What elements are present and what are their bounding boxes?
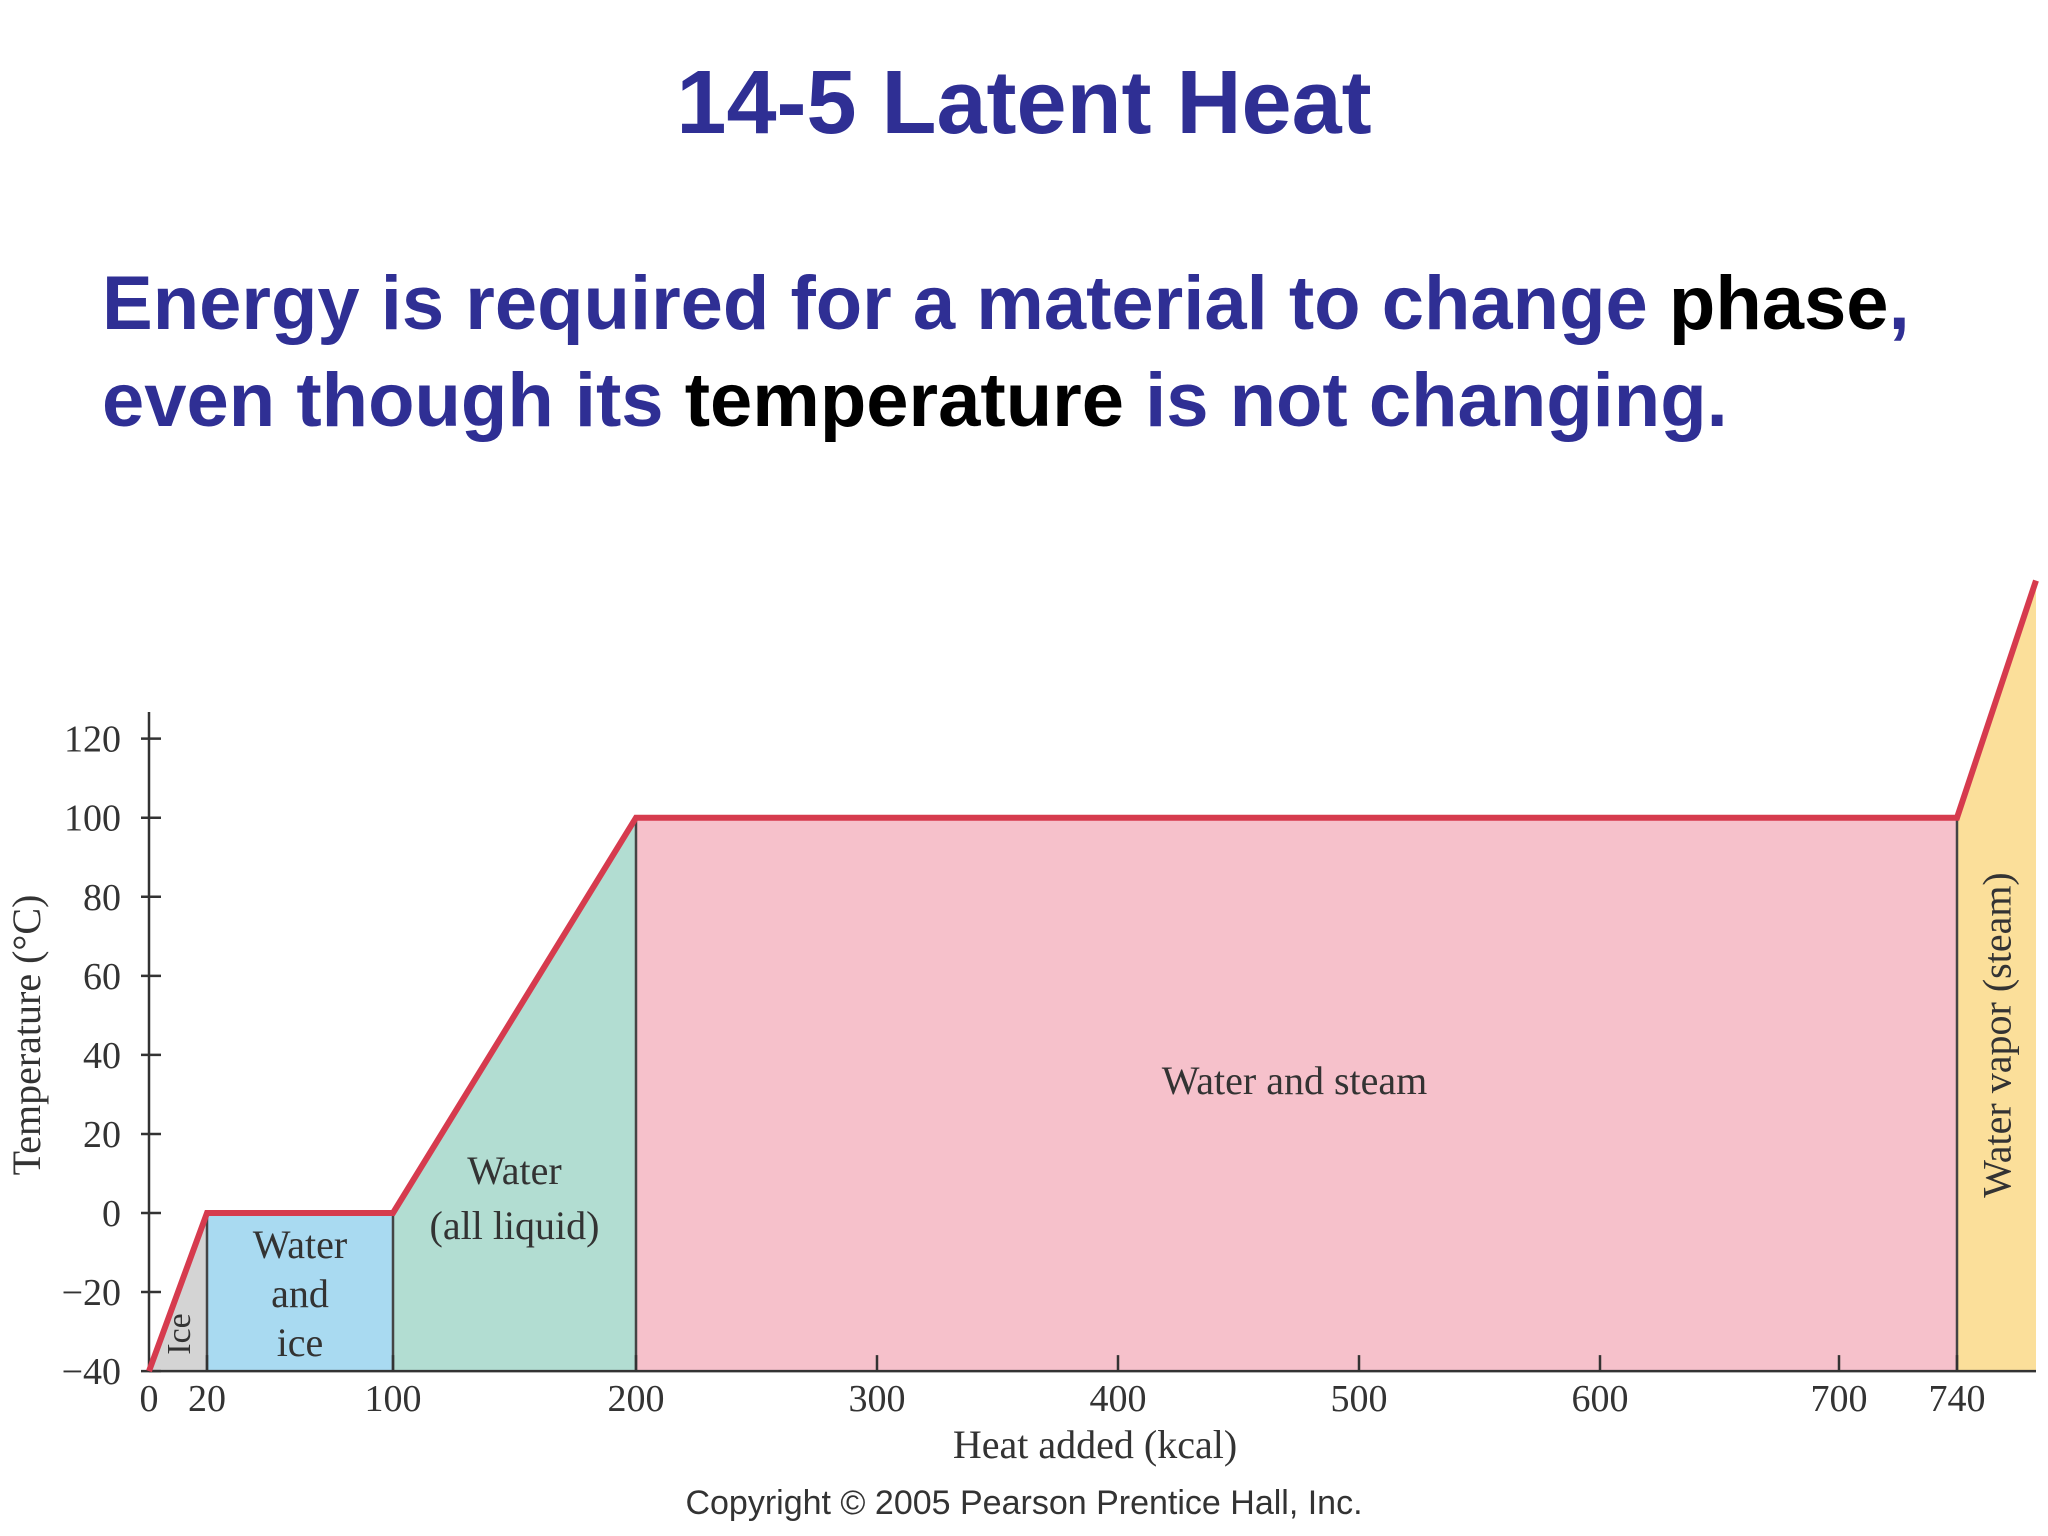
x-tick-label: 300 (849, 1378, 906, 1420)
x-tick-label: 0 (140, 1378, 159, 1420)
y-axis-label: Temperature (°C) (4, 895, 49, 1176)
x-tick-label: 200 (608, 1378, 665, 1420)
slide-title: 14-5 Latent Heat (676, 53, 1372, 153)
copyright-notice: Copyright © 2005 Pearson Prentice Hall, … (685, 1484, 1363, 1522)
region-label: Water vapor (steam) (1975, 872, 2020, 1198)
body-segment: Energy is required for a material to cha… (102, 261, 1669, 346)
y-tick-label: 120 (64, 719, 121, 761)
x-axis-label: Heat added (kcal) (953, 1422, 1237, 1467)
region-label: ice (277, 1320, 324, 1365)
x-tick-label: 500 (1331, 1378, 1388, 1420)
x-tick-label: 600 (1572, 1378, 1629, 1420)
region-label: Water and steam (1162, 1058, 1428, 1103)
region-label: Ice (161, 1313, 198, 1355)
body-segment: is not changing. (1123, 358, 1728, 443)
x-tick-label: 400 (1090, 1378, 1147, 1420)
body-segment-emphasis: temperature (684, 358, 1124, 443)
y-tick-label: 20 (83, 1114, 121, 1156)
region-label: Water (467, 1148, 562, 1193)
slide-body-text: Energy is required for a material to cha… (102, 255, 2002, 449)
y-tick-label: 80 (83, 877, 121, 919)
y-tick-label: 0 (102, 1193, 121, 1235)
y-tick-label: −20 (62, 1272, 121, 1314)
region-label: and (271, 1271, 329, 1316)
region-fill (207, 1213, 393, 1372)
phase-regions (149, 580, 2036, 1372)
region-fill (393, 817, 636, 1372)
y-tick-label: 40 (83, 1035, 121, 1077)
axes: −40 −20 0 20 40 60 80 100 120 0 20 100 200 300 400 500 6… (62, 712, 2036, 1420)
region-fill (1957, 580, 2036, 1372)
region-fill (636, 817, 1957, 1372)
heating-curve-line (146, 579, 2039, 1373)
y-tick-label: 100 (64, 798, 121, 840)
x-tick-label: 700 (1811, 1378, 1868, 1420)
y-tick-label: 60 (83, 956, 121, 998)
x-tick-label: 740 (1929, 1378, 1986, 1420)
body-segment: , even though its (102, 261, 1910, 443)
region-label: (all liquid) (430, 1203, 600, 1248)
heating-curve (146, 579, 2039, 1373)
region-dividers (205, 817, 1959, 1372)
x-tick-label: 100 (365, 1378, 422, 1420)
y-tick-label: −40 (62, 1351, 121, 1393)
region-label: Water (253, 1222, 348, 1267)
body-segment-emphasis: phase (1668, 261, 1889, 346)
x-tick-label: 20 (188, 1378, 226, 1420)
